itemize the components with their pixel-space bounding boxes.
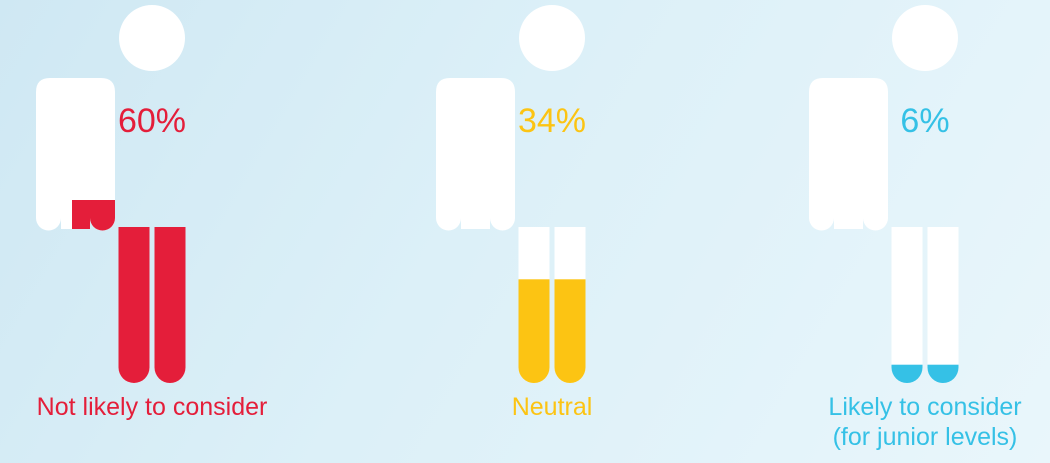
category-label-line: Likely to consider bbox=[828, 393, 1022, 421]
value-label: 6% bbox=[900, 102, 949, 140]
person-figure: 6% bbox=[809, 5, 959, 383]
category-label: Likely to consider (for junior levels) bbox=[775, 392, 1050, 452]
category-label: Neutral bbox=[402, 392, 702, 422]
fill-level-mark bbox=[72, 200, 186, 383]
person-figure: 60% bbox=[36, 5, 186, 383]
fill-level-mark bbox=[472, 279, 586, 383]
category-label-line: (for junior levels) bbox=[832, 423, 1018, 451]
fill-level-mark bbox=[845, 364, 959, 383]
category-label-line: Neutral bbox=[511, 393, 593, 421]
category-label-line: Not likely to consider bbox=[36, 393, 268, 421]
value-label: 34% bbox=[518, 102, 586, 140]
category-label: Not likely to consider bbox=[2, 392, 302, 422]
value-label: 60% bbox=[118, 102, 186, 140]
person-figure: 34% bbox=[436, 5, 586, 383]
